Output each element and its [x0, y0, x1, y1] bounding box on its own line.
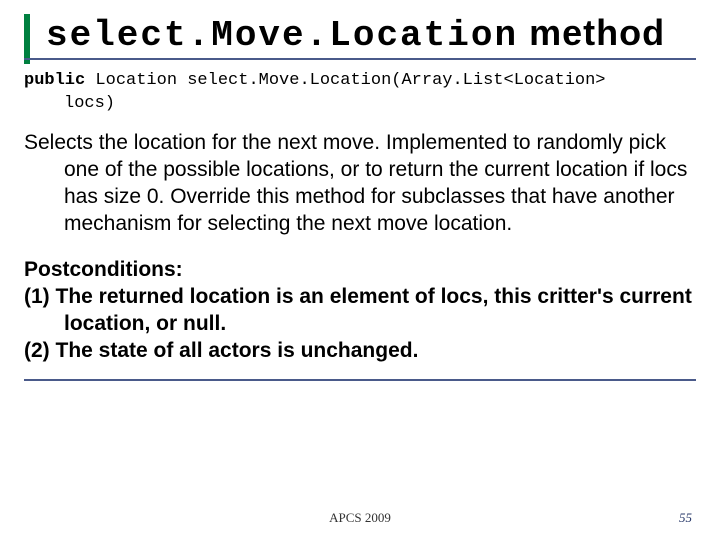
title-accent-bar — [24, 14, 30, 64]
postcondition-1: (1) The returned location is an element … — [24, 284, 696, 338]
title-underline — [24, 58, 696, 60]
postconditions-heading: Postconditions: — [24, 257, 696, 284]
title-block: select.Move.Location method — [24, 12, 696, 56]
description-paragraph: Selects the location for the next move. … — [24, 130, 696, 238]
bottom-rule — [24, 379, 696, 381]
postcondition-2: (2) The state of all actors is unchanged… — [24, 338, 696, 365]
slide-footer: APCS 2009 55 — [0, 510, 720, 526]
description-text: Selects the location for the next move. … — [24, 130, 696, 238]
signature-line2: locs) — [24, 93, 696, 116]
slide-title: select.Move.Location method — [24, 12, 696, 56]
signature-line1: Location select.Move.Location(Array.List… — [85, 71, 605, 90]
title-text-part: method — [518, 12, 665, 53]
title-code-part: select.Move.Location — [46, 15, 518, 56]
slide-container: select.Move.Location method public Locat… — [0, 0, 720, 540]
keyword-public: public — [24, 71, 85, 90]
postconditions-block: Postconditions: (1) The returned locatio… — [24, 257, 696, 365]
footer-center-text: APCS 2009 — [0, 510, 720, 526]
footer-page-number: 55 — [679, 510, 692, 526]
method-signature: public Location select.Move.Location(Arr… — [24, 70, 696, 116]
